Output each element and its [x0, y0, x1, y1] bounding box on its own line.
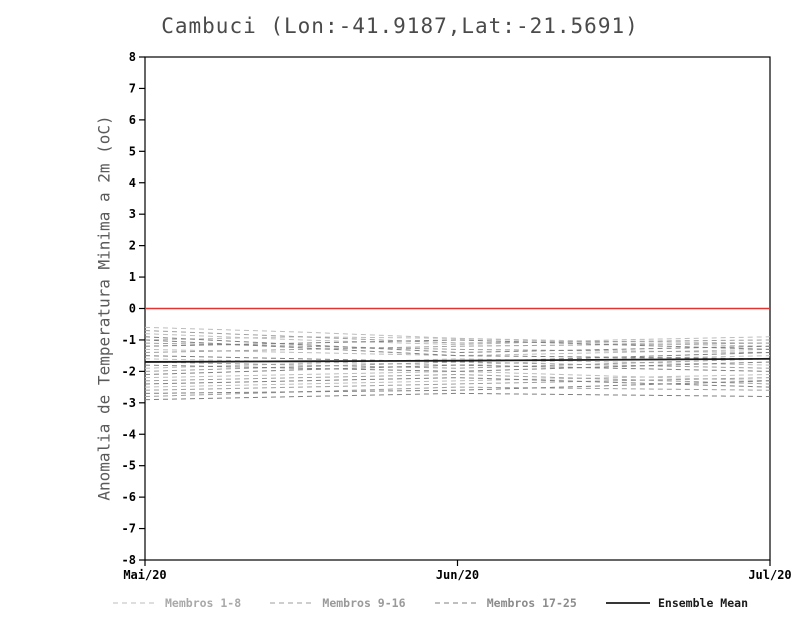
x-tick-label: Jun/20 [436, 568, 479, 582]
y-tick-label: -3 [122, 396, 136, 410]
ensemble-member-line [144, 392, 771, 401]
y-tick-label: 7 [129, 81, 136, 95]
legend-label: Membros 9-16 [322, 596, 406, 610]
y-tick-label: -4 [122, 427, 136, 441]
ensemble-member-line [144, 339, 771, 360]
legend-label: Membros 17-25 [486, 596, 577, 610]
y-tick-label: 4 [129, 176, 136, 190]
y-tick-label: 8 [129, 50, 136, 64]
chart-legend: Membros 1-8 Membros 9-16 Membros 17-25 Ense… [112, 594, 748, 612]
x-tick-label: Mai/20 [123, 568, 166, 582]
chart-title: Cambuci (Lon:-41.9187,Lat:-21.5691) [161, 14, 639, 38]
ensemble-member-line [144, 380, 771, 394]
ensemble-mean-line [144, 357, 771, 363]
y-tick-label: -1 [122, 333, 136, 347]
y-tick-label: -5 [122, 459, 136, 473]
y-tick-label: 0 [129, 302, 136, 316]
y-tick-label: -2 [122, 364, 136, 378]
legend-label: Ensemble Mean [657, 596, 748, 610]
legend-item: Ensemble Mean [605, 596, 748, 610]
legend-item: Membros 9-16 [269, 596, 406, 610]
y-tick-label: 6 [129, 113, 136, 127]
y-tick-label: 3 [129, 207, 136, 221]
x-tick-label: Jul/20 [748, 568, 791, 582]
y-tick-label: -8 [122, 553, 136, 567]
legend-line-sample [270, 602, 315, 604]
y-tick-label: 2 [129, 239, 136, 253]
legend-line-sample [434, 602, 479, 604]
y-tick-label: -7 [122, 522, 136, 536]
legend-item: Membros 17-25 [434, 596, 577, 610]
legend-item: Membros 1-8 [112, 596, 241, 610]
ensemble-member-line [144, 333, 771, 346]
legend-label: Membros 1-8 [165, 596, 242, 610]
legend-line-sample [605, 602, 650, 604]
y-tick-label: 5 [129, 144, 136, 158]
y-tick-label: -6 [122, 490, 136, 504]
legend-line-sample [113, 602, 157, 604]
y-tick-label: 1 [129, 270, 136, 284]
